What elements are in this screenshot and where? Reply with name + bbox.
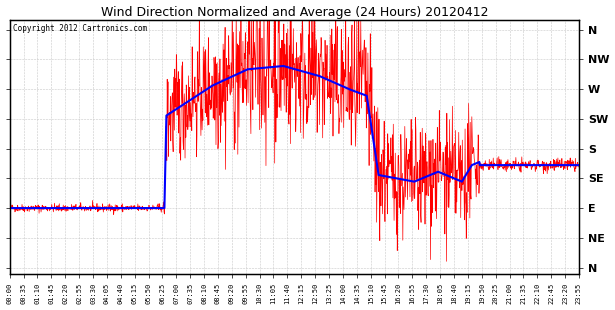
Title: Wind Direction Normalized and Average (24 Hours) 20120412: Wind Direction Normalized and Average (2… <box>101 6 488 19</box>
Text: Copyright 2012 Cartronics.com: Copyright 2012 Cartronics.com <box>12 24 147 33</box>
